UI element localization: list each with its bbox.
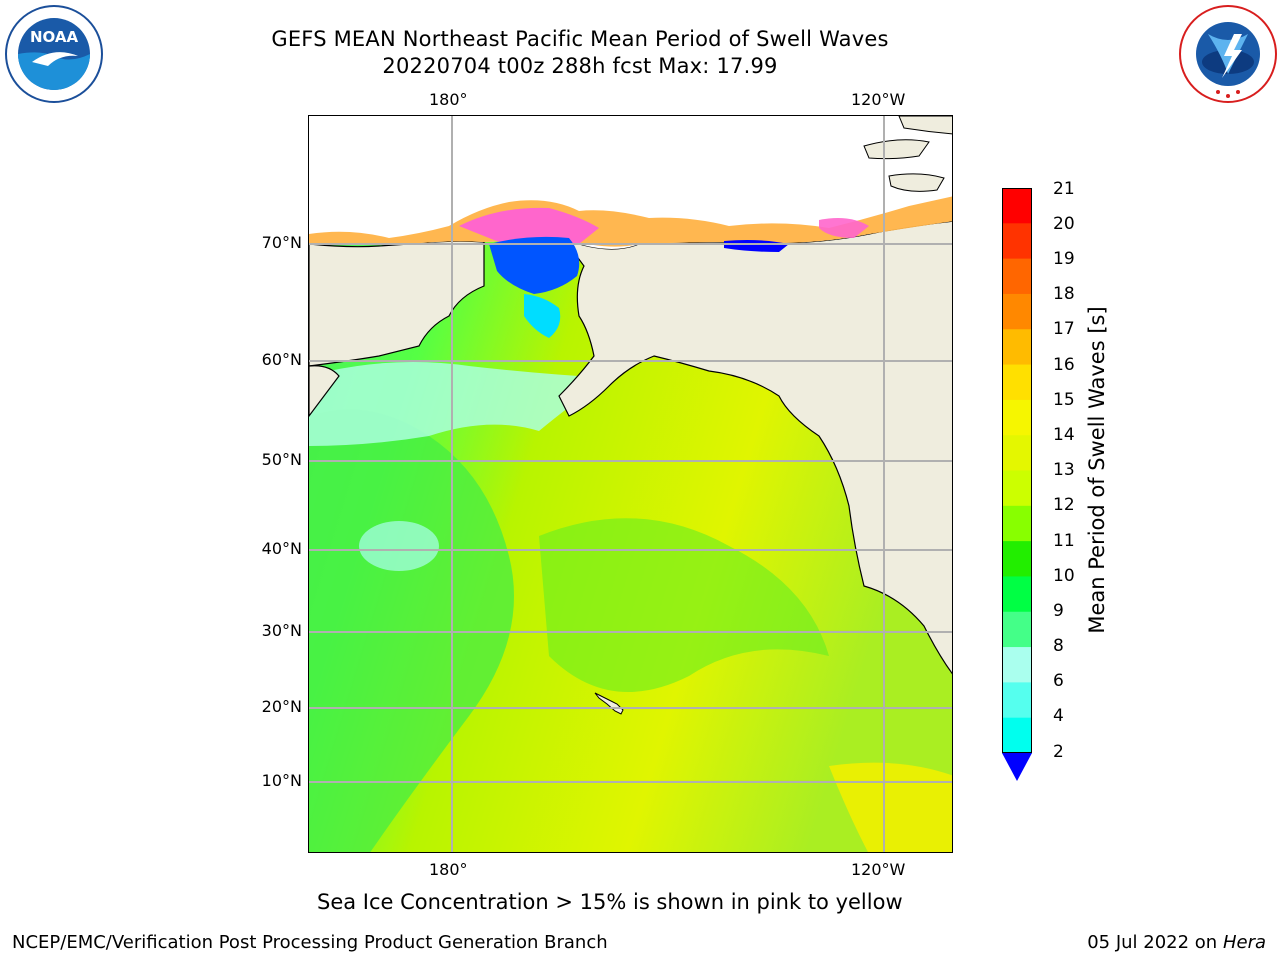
sea-ice-pink-east bbox=[819, 218, 869, 238]
central-swell-band bbox=[539, 518, 829, 692]
colorbar-tick-9: 9 bbox=[1053, 601, 1064, 621]
arctic-island-1 bbox=[863, 139, 930, 160]
colorbar-segment bbox=[1002, 399, 1032, 436]
map-panel bbox=[308, 115, 953, 853]
sea-ice-pink bbox=[459, 207, 599, 245]
bering-strait-cyan bbox=[524, 294, 561, 338]
colorbar-tick-10: 10 bbox=[1053, 566, 1075, 586]
colorbar-segment bbox=[1002, 470, 1032, 507]
colorbar-tick-6: 6 bbox=[1053, 671, 1064, 691]
western-swell-band bbox=[309, 409, 514, 852]
lat-label-70n: 70°N bbox=[261, 233, 302, 252]
colorbar-segment bbox=[1002, 188, 1032, 224]
colorbar-tick-16: 16 bbox=[1053, 355, 1075, 375]
footer-date: 05 Jul 2022 on Hera bbox=[1087, 932, 1266, 953]
lat-label-60n: 60°N bbox=[261, 350, 302, 369]
chart-subtitle: 20220704 t00z 288h fcst Max: 17.99 bbox=[382, 54, 778, 78]
colorbar-segment bbox=[1002, 258, 1032, 295]
colorbar-segment bbox=[1002, 717, 1032, 754]
colorbar-tick-21: 21 bbox=[1053, 179, 1075, 199]
noaa-logo: NOAA bbox=[4, 4, 104, 104]
colorbar-segment bbox=[1002, 223, 1032, 260]
colorbar-tick-20: 20 bbox=[1053, 214, 1075, 234]
colorbar-segment bbox=[1002, 329, 1032, 366]
noaa-logo-text: NOAA bbox=[30, 28, 79, 46]
lat-label-50n: 50°N bbox=[261, 450, 302, 469]
graticule bbox=[309, 116, 952, 852]
asia-landmass bbox=[309, 240, 485, 367]
kamchatka-land bbox=[309, 365, 340, 417]
colorbar-segment bbox=[1002, 505, 1032, 542]
lat-label-10n: 10°N bbox=[261, 771, 302, 790]
lat-label-20n: 20°N bbox=[261, 697, 302, 716]
colorbar-segment bbox=[1002, 435, 1032, 472]
colorbar-tick-4: 4 bbox=[1053, 706, 1064, 726]
sea-ice-orange bbox=[309, 196, 952, 247]
footer-host: Hera bbox=[1222, 932, 1266, 953]
lon-label-top-180: 180° bbox=[429, 90, 468, 109]
colorbar-segments bbox=[1002, 188, 1032, 754]
bering-sea-region bbox=[309, 362, 609, 446]
lon-label-top-120w: 120°W bbox=[851, 90, 906, 109]
southern-long-swell bbox=[829, 762, 952, 852]
colorbar-segment bbox=[1002, 364, 1032, 401]
colorbar bbox=[1002, 188, 1032, 781]
colorbar-segment bbox=[1002, 576, 1032, 613]
light-period-patch bbox=[359, 521, 439, 571]
arctic-island-2 bbox=[888, 173, 945, 192]
chart-title: GEFS MEAN Northeast Pacific Mean Period … bbox=[271, 27, 889, 51]
footer-date-text: 05 Jul 2022 on bbox=[1087, 932, 1218, 953]
colorbar-tick-11: 11 bbox=[1053, 531, 1075, 551]
colorbar-label: Mean Period of Swell Waves [s] bbox=[1085, 306, 1109, 634]
lon-label-bottom-180: 180° bbox=[429, 860, 468, 879]
colorbar-tick-18: 18 bbox=[1053, 284, 1075, 304]
colorbar-outline bbox=[1002, 188, 1032, 753]
colorbar-tick-17: 17 bbox=[1053, 319, 1075, 339]
sea-ice-footnote: Sea Ice Concentration > 15% is shown in … bbox=[317, 890, 903, 914]
colorbar-extend-triangle bbox=[1002, 753, 1032, 781]
colorbar-tick-2: 2 bbox=[1053, 742, 1064, 762]
lat-label-30n: 30°N bbox=[261, 621, 302, 640]
colorbar-tick-14: 14 bbox=[1053, 425, 1075, 445]
footer-credit: NCEP/EMC/Verification Post Processing Pr… bbox=[12, 932, 608, 953]
colorbar-segment bbox=[1002, 682, 1032, 719]
nws-logo bbox=[1178, 4, 1278, 104]
chukchi-blue-region bbox=[489, 236, 580, 294]
colorbar-segment bbox=[1002, 611, 1032, 648]
colorbar-tick-13: 13 bbox=[1053, 460, 1075, 480]
colorbar-tick-8: 8 bbox=[1053, 636, 1064, 656]
colorbar-tick-15: 15 bbox=[1053, 390, 1075, 410]
colorbar-tick-19: 19 bbox=[1053, 249, 1075, 269]
colorbar-segment bbox=[1002, 541, 1032, 578]
lat-label-40n: 40°N bbox=[261, 539, 302, 558]
arctic-island-3 bbox=[898, 116, 952, 135]
colorbar-tick-12: 12 bbox=[1053, 495, 1075, 515]
colorbar-segment bbox=[1002, 293, 1032, 330]
swell-period-map bbox=[309, 116, 952, 852]
colorbar-segment bbox=[1002, 647, 1032, 683]
lon-label-bottom-120w: 120°W bbox=[851, 860, 906, 879]
